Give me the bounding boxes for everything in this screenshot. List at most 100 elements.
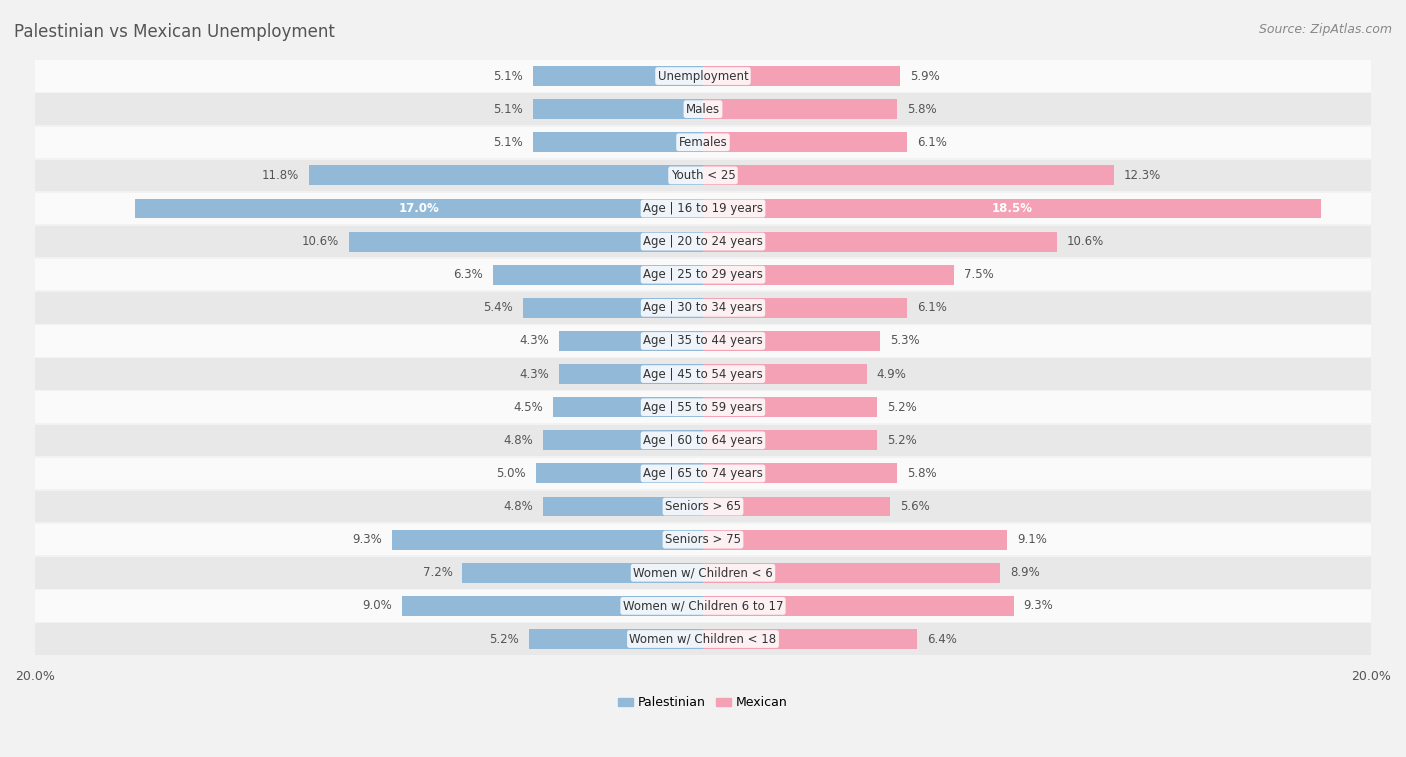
Text: 5.6%: 5.6%	[900, 500, 929, 513]
Text: Age | 65 to 74 years: Age | 65 to 74 years	[643, 467, 763, 480]
Text: 11.8%: 11.8%	[262, 169, 299, 182]
Bar	[703, 265, 953, 285]
Bar	[309, 166, 703, 185]
Bar	[703, 397, 877, 417]
Text: Women w/ Children 6 to 17: Women w/ Children 6 to 17	[623, 600, 783, 612]
Text: 4.9%: 4.9%	[877, 368, 907, 381]
Bar	[553, 397, 703, 417]
Bar	[35, 590, 1371, 621]
Bar	[392, 530, 703, 550]
Bar	[703, 596, 1014, 616]
Text: 4.3%: 4.3%	[520, 335, 550, 347]
Bar	[35, 425, 1371, 456]
Bar	[35, 160, 1371, 191]
Text: 5.1%: 5.1%	[494, 136, 523, 149]
Text: 9.3%: 9.3%	[1024, 600, 1053, 612]
Text: 17.0%: 17.0%	[399, 202, 440, 215]
Text: Seniors > 65: Seniors > 65	[665, 500, 741, 513]
Bar	[543, 431, 703, 450]
Bar	[703, 166, 1114, 185]
Bar	[35, 358, 1371, 390]
Bar	[533, 99, 703, 119]
Text: 7.5%: 7.5%	[963, 268, 993, 282]
Text: 4.8%: 4.8%	[503, 434, 533, 447]
Text: 5.3%: 5.3%	[890, 335, 920, 347]
Text: 6.3%: 6.3%	[453, 268, 482, 282]
Text: 5.4%: 5.4%	[482, 301, 513, 314]
Text: Women w/ Children < 6: Women w/ Children < 6	[633, 566, 773, 579]
Bar	[35, 458, 1371, 489]
Text: 5.2%: 5.2%	[887, 434, 917, 447]
Bar	[703, 530, 1007, 550]
Bar	[35, 491, 1371, 522]
Text: Age | 35 to 44 years: Age | 35 to 44 years	[643, 335, 763, 347]
Text: Unemployment: Unemployment	[658, 70, 748, 83]
Text: Age | 45 to 54 years: Age | 45 to 54 years	[643, 368, 763, 381]
Text: 6.1%: 6.1%	[917, 136, 946, 149]
Bar	[529, 629, 703, 649]
Text: 9.1%: 9.1%	[1017, 533, 1047, 546]
Legend: Palestinian, Mexican: Palestinian, Mexican	[613, 691, 793, 715]
Text: 5.2%: 5.2%	[887, 400, 917, 413]
Text: 4.8%: 4.8%	[503, 500, 533, 513]
Text: 5.8%: 5.8%	[907, 467, 936, 480]
Bar	[35, 193, 1371, 224]
Bar	[703, 198, 1322, 219]
Bar	[703, 364, 866, 384]
Bar	[402, 596, 703, 616]
Text: Age | 30 to 34 years: Age | 30 to 34 years	[643, 301, 763, 314]
Bar	[35, 391, 1371, 423]
Text: 8.9%: 8.9%	[1011, 566, 1040, 579]
Text: 6.1%: 6.1%	[917, 301, 946, 314]
Text: Males: Males	[686, 103, 720, 116]
Text: 10.6%: 10.6%	[302, 235, 339, 248]
Text: Age | 25 to 29 years: Age | 25 to 29 years	[643, 268, 763, 282]
Text: 5.1%: 5.1%	[494, 70, 523, 83]
Bar	[560, 364, 703, 384]
Text: 4.5%: 4.5%	[513, 400, 543, 413]
Bar	[703, 331, 880, 351]
Bar	[35, 93, 1371, 125]
Bar	[35, 259, 1371, 291]
Text: Females: Females	[679, 136, 727, 149]
Text: 4.3%: 4.3%	[520, 368, 550, 381]
Bar	[35, 226, 1371, 257]
Text: 6.4%: 6.4%	[927, 633, 956, 646]
Bar	[533, 66, 703, 86]
Bar	[560, 331, 703, 351]
Text: 18.5%: 18.5%	[991, 202, 1032, 215]
Bar	[703, 629, 917, 649]
Bar	[703, 431, 877, 450]
Text: Age | 20 to 24 years: Age | 20 to 24 years	[643, 235, 763, 248]
Bar	[703, 463, 897, 484]
Text: Source: ZipAtlas.com: Source: ZipAtlas.com	[1258, 23, 1392, 36]
Bar	[35, 61, 1371, 92]
Text: Palestinian vs Mexican Unemployment: Palestinian vs Mexican Unemployment	[14, 23, 335, 41]
Bar	[35, 292, 1371, 323]
Bar	[703, 132, 907, 152]
Bar	[492, 265, 703, 285]
Bar	[35, 524, 1371, 556]
Bar	[35, 623, 1371, 655]
Bar	[35, 557, 1371, 588]
Text: 5.1%: 5.1%	[494, 103, 523, 116]
Bar	[349, 232, 703, 251]
Bar	[703, 298, 907, 318]
Text: 5.9%: 5.9%	[910, 70, 939, 83]
Text: 9.3%: 9.3%	[353, 533, 382, 546]
Text: 5.8%: 5.8%	[907, 103, 936, 116]
Text: 5.2%: 5.2%	[489, 633, 519, 646]
Text: Age | 55 to 59 years: Age | 55 to 59 years	[643, 400, 763, 413]
Bar	[703, 497, 890, 516]
Bar	[523, 298, 703, 318]
Bar	[703, 563, 1000, 583]
Bar	[533, 132, 703, 152]
Text: 7.2%: 7.2%	[423, 566, 453, 579]
Bar	[135, 198, 703, 219]
Bar	[703, 66, 900, 86]
Text: 12.3%: 12.3%	[1123, 169, 1161, 182]
Bar	[536, 463, 703, 484]
Text: 5.0%: 5.0%	[496, 467, 526, 480]
Text: Age | 60 to 64 years: Age | 60 to 64 years	[643, 434, 763, 447]
Text: 9.0%: 9.0%	[363, 600, 392, 612]
